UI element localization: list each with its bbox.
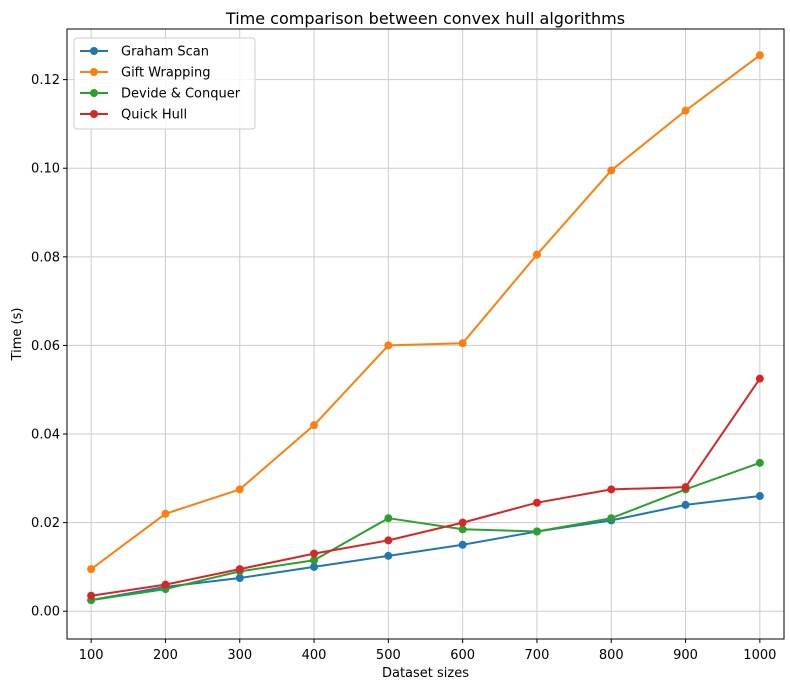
data-point: [607, 485, 616, 494]
data-point: [458, 540, 467, 549]
data-point: [755, 458, 764, 467]
legend-label: Graham Scan: [121, 45, 209, 60]
data-point: [384, 341, 393, 350]
y-tick-label: 0.12: [31, 73, 60, 88]
data-point: [681, 483, 690, 492]
y-tick-label: 0.10: [31, 162, 60, 177]
legend-label: Gift Wrapping: [121, 66, 210, 81]
data-point: [458, 518, 467, 527]
series-line: [91, 378, 761, 597]
legend-marker: [90, 68, 98, 76]
data-point: [310, 562, 319, 571]
data-point: [310, 556, 319, 565]
x-tick-label: 900: [673, 648, 698, 663]
x-axis-label: Dataset sizes: [382, 666, 469, 681]
x-tick-label: 500: [376, 648, 401, 663]
series-quick-hull: [87, 374, 764, 600]
data-point: [532, 250, 541, 259]
data-point: [87, 565, 96, 574]
x-tick-label: 300: [227, 648, 252, 663]
data-point: [532, 527, 541, 536]
y-tick-label: 0.02: [31, 516, 60, 531]
legend-marker: [90, 47, 98, 55]
data-point: [235, 565, 244, 574]
legend-marker: [90, 89, 98, 97]
series-lines: [87, 51, 764, 605]
data-point: [755, 492, 764, 501]
data-point: [87, 591, 96, 600]
x-tick-label: 600: [450, 648, 475, 663]
plot-area-frame: [66, 28, 785, 640]
x-tick-label: 1000: [743, 648, 776, 663]
data-point: [161, 509, 170, 518]
data-point: [532, 498, 541, 507]
legend-label: Devide & Conquer: [121, 87, 241, 102]
data-point: [607, 166, 616, 175]
x-axis-ticks: 100 200 300 400 500 600 700 800 900 1000: [79, 639, 776, 663]
y-tick-label: 0.08: [31, 250, 60, 265]
data-point: [755, 374, 764, 383]
chart-title: Time comparison between convex hull algo…: [225, 9, 625, 28]
grid: [67, 29, 784, 639]
data-point: [755, 51, 764, 60]
series-line: [91, 461, 761, 602]
x-tick-label: 700: [525, 648, 550, 663]
data-point: [235, 574, 244, 582]
y-axis-ticks: 0.00 0.02 0.04 0.06 0.08 0.10 0.12: [31, 73, 67, 620]
series-gift-wrapping: [87, 51, 764, 574]
data-point: [384, 536, 393, 545]
y-tick-label: 0.06: [31, 339, 60, 354]
x-tick-label: 800: [599, 648, 624, 663]
series-line: [90, 495, 760, 602]
data-point: [310, 549, 319, 558]
legend: Graham Scan Gift Wrapping Devide & Conquer…: [73, 37, 256, 130]
legend-box: [73, 37, 256, 130]
series-graham-scan: [87, 492, 764, 605]
y-tick-label: 0.04: [31, 428, 60, 443]
data-point: [161, 580, 170, 589]
x-tick-label: 400: [302, 648, 327, 663]
data-point: [310, 421, 319, 430]
data-point: [681, 106, 690, 115]
data-point: [458, 525, 467, 534]
data-point: [458, 339, 467, 348]
data-point: [235, 485, 244, 494]
x-tick-label: 200: [153, 648, 178, 663]
data-point: [384, 514, 393, 523]
y-axis-label: Time (s): [10, 308, 25, 362]
legend-marker: [90, 110, 98, 118]
legend-label: Quick Hull: [121, 108, 187, 123]
data-point: [681, 500, 690, 509]
series-line: [90, 54, 761, 570]
x-tick-label: 100: [79, 648, 104, 663]
data-point: [607, 514, 616, 523]
y-tick-label: 0.00: [31, 605, 60, 620]
data-point: [384, 551, 393, 560]
